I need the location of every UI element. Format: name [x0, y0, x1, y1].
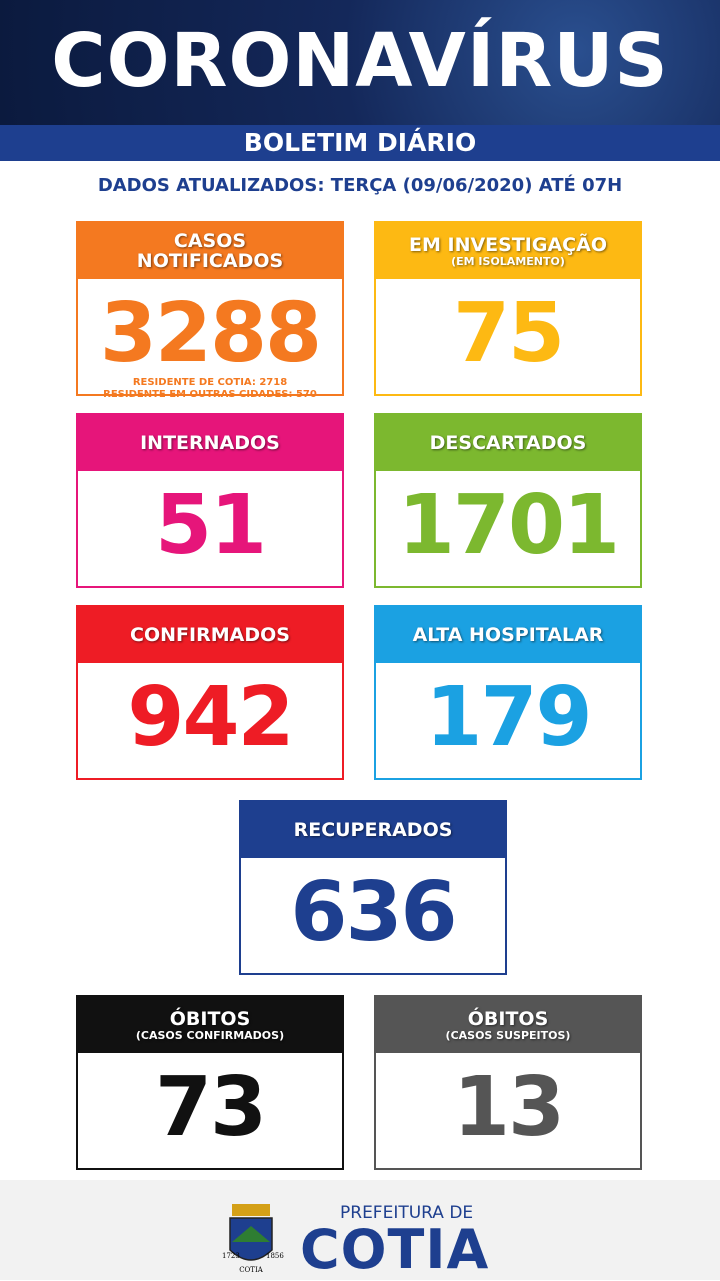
card-header: ÓBITOS (CASOS CONFIRMADOS) — [78, 997, 342, 1053]
stat-card: ÓBITOS (CASOS SUSPEITOS) 13 — [374, 995, 642, 1170]
footer-line2: COTIA — [300, 1218, 490, 1281]
card-value: 942 — [127, 670, 294, 765]
card-title: RECUPERADOS — [293, 819, 453, 841]
card-title: ALTA HOSPITALAR — [412, 624, 604, 646]
card-header: ÓBITOS (CASOS SUSPEITOS) — [376, 997, 640, 1053]
card-note: (EM ISOLAMENTO) — [451, 254, 565, 268]
card-title: CASOS NOTIFICADOS — [136, 230, 284, 272]
card-title: ÓBITOS — [467, 1007, 549, 1030]
card-header: RECUPERADOS — [241, 802, 505, 858]
card-value: 51 — [154, 478, 267, 573]
card-header: CONFIRMADOS — [78, 607, 342, 663]
card-value: 13 — [452, 1060, 565, 1155]
card-value: 636 — [290, 865, 457, 960]
card-header: ALTA HOSPITALAR — [376, 607, 640, 663]
update-date: DADOS ATUALIZADOS: TERÇA (09/06/2020) AT… — [97, 175, 623, 196]
crest-year-right: 1856 — [266, 1252, 284, 1260]
subtitle: BOLETIM DIÁRIO — [0, 125, 720, 161]
stat-card: EM INVESTIGAÇÃO (EM ISOLAMENTO) 75 — [374, 221, 642, 396]
card-note: (CASOS CONFIRMADOS) — [135, 1028, 285, 1042]
stat-card: DESCARTADOS 1701 — [374, 413, 642, 588]
crest-name: COTIA — [239, 1266, 264, 1274]
shield-hill — [232, 1226, 270, 1242]
header-background — [0, 0, 720, 125]
card-title: DESCARTADOS — [429, 432, 587, 454]
card-header: EM INVESTIGAÇÃO (EM ISOLAMENTO) — [376, 223, 640, 279]
card-note: (CASOS SUSPEITOS) — [445, 1028, 571, 1042]
card-value: 73 — [154, 1060, 267, 1155]
card-value: 75 — [452, 286, 565, 381]
card-header: INTERNADOS — [78, 415, 342, 471]
card-header: DESCARTADOS — [376, 415, 640, 471]
card-title: INTERNADOS — [140, 432, 280, 454]
stat-card: RECUPERADOS 636 — [239, 800, 507, 975]
card-value: 179 — [425, 670, 592, 765]
stat-card: CONFIRMADOS 942 — [76, 605, 344, 780]
card-title: ÓBITOS — [169, 1007, 251, 1030]
card-title: CONFIRMADOS — [130, 624, 290, 646]
crown — [232, 1204, 270, 1216]
crest-year-left: 1723 — [222, 1252, 240, 1260]
crest: 1723 COTIA 1856 — [222, 1204, 284, 1274]
card-detail: RESIDENTE DE COTIA: 2718 — [132, 377, 288, 388]
card-title: EM INVESTIGAÇÃO — [409, 233, 607, 256]
stat-card: INTERNADOS 51 — [76, 413, 344, 588]
stat-card: ÓBITOS (CASOS CONFIRMADOS) 73 — [76, 995, 344, 1170]
stat-card: CASOS NOTIFICADOS 3288 RESIDENTE DE COTIA:… — [76, 221, 344, 400]
card-value: 3288 — [99, 286, 322, 381]
footer — [0, 1180, 720, 1280]
title: CORONAVÍRUS — [51, 18, 669, 104]
card-detail: RESIDENTE EM OUTRAS CIDADES: 570 — [103, 389, 317, 400]
footer-line1: PREFEITURA DE — [340, 1203, 474, 1223]
card-header: CASOS NOTIFICADOS — [78, 223, 342, 279]
card-value: 1701 — [397, 478, 620, 573]
stat-card: ALTA HOSPITALAR 179 — [374, 605, 642, 780]
